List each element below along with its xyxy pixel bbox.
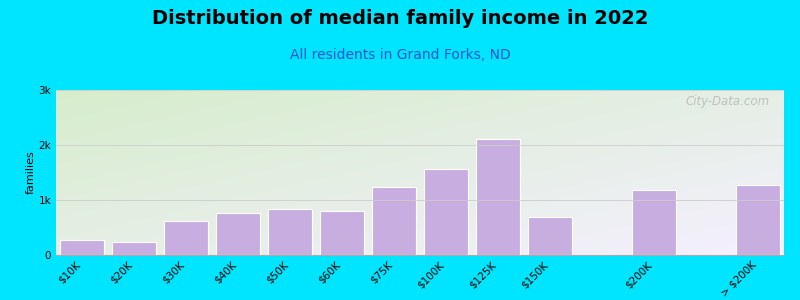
Bar — [112, 242, 156, 255]
Bar — [528, 217, 572, 255]
Bar — [164, 221, 208, 255]
Bar — [216, 213, 260, 255]
Bar — [372, 187, 416, 255]
Bar — [60, 240, 104, 255]
Bar — [424, 169, 468, 255]
Text: Distribution of median family income in 2022: Distribution of median family income in … — [152, 9, 648, 28]
Bar — [268, 209, 312, 255]
Bar — [736, 184, 780, 255]
Bar — [476, 139, 520, 255]
Bar — [320, 211, 364, 255]
Text: All residents in Grand Forks, ND: All residents in Grand Forks, ND — [290, 48, 510, 62]
Text: City-Data.com: City-Data.com — [686, 95, 770, 108]
Bar — [632, 190, 676, 255]
Y-axis label: families: families — [26, 151, 36, 194]
